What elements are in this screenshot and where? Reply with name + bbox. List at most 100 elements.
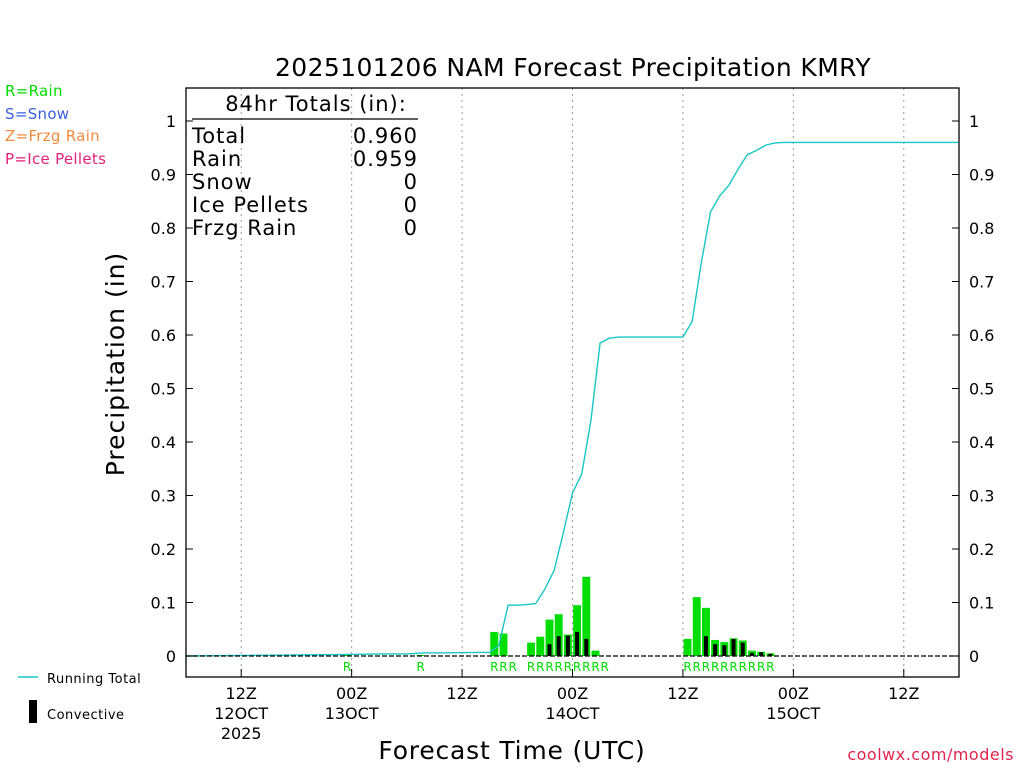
x-gridlines: [240, 88, 905, 677]
y-tick-label-left: 0.3: [151, 487, 176, 506]
precip-type-code: R: [693, 660, 701, 674]
convective-bar: [759, 652, 764, 656]
precip-type-legend-item: R=Rain: [5, 82, 63, 100]
precip-type-code: R: [739, 660, 747, 674]
precip-type-code: R: [720, 660, 728, 674]
y-tick-label-right: 0.6: [969, 326, 994, 345]
precip-type-code: R: [490, 660, 498, 674]
convective-label: Convective: [47, 708, 125, 723]
rain-bar: [545, 619, 554, 656]
rain-bar: [343, 654, 351, 656]
rain-bar: [683, 638, 692, 656]
x-tick-label: 12Z: [667, 684, 698, 703]
x-tick-label: 00Z: [778, 684, 809, 703]
y-tick-label-right: 0.3: [969, 487, 994, 506]
convective-bar: [768, 653, 773, 656]
credit-link[interactable]: coolwx.com/models: [847, 745, 1014, 764]
rain-bar: [692, 597, 701, 656]
totals-value: 0.960: [353, 124, 418, 148]
y-tick-label-left: 0.5: [151, 380, 176, 399]
precip-type-code: R: [683, 660, 691, 674]
rain-bar: [573, 605, 582, 656]
x-tick-date: 12OCT: [214, 704, 268, 723]
x-tick-year: 2025: [221, 724, 262, 743]
totals-label: Total: [191, 124, 246, 148]
legend: Running Total Convective: [18, 672, 141, 723]
precip-type-code: R: [601, 660, 609, 674]
rain-bar: [536, 636, 545, 656]
y-tick-label-right: 0.2: [969, 540, 994, 559]
y-tick-label-left: 0.2: [151, 540, 176, 559]
y-tick-label-right: 1: [969, 112, 979, 131]
precip-type-legend-item: Z=Frzg Rain: [5, 127, 100, 145]
convective-bar: [740, 642, 745, 656]
y-tick-label-right: 0.8: [969, 219, 994, 238]
rain-bar: [527, 642, 536, 656]
precip-type-code: R: [499, 660, 507, 674]
bar-series: [343, 576, 775, 656]
y-tick-label-left: 0.4: [151, 433, 176, 452]
axes: 0 00.1 0.10.2 0.20.3 0.30.4 0.40.5 0.50.6 0.60.…: [151, 87, 994, 743]
running-total-line: [185, 141, 959, 657]
totals-label: Snow: [192, 170, 253, 194]
precip-type-code: R: [536, 660, 544, 674]
convective-bar: [575, 631, 580, 656]
precip-type-code: R: [748, 660, 756, 674]
x-tick-date: 13OCT: [325, 704, 379, 723]
y-tick-label-right: 0.5: [969, 380, 994, 399]
precip-type-code: R: [343, 660, 351, 674]
convective-bar: [703, 636, 708, 656]
convective-bar: [713, 644, 718, 656]
totals-label: Rain: [192, 147, 242, 171]
convective-bar: [749, 652, 754, 656]
convective-bar: [584, 638, 589, 656]
x-tick-date: 14OCT: [546, 704, 600, 723]
y-tick-label-left: 0.8: [151, 219, 176, 238]
x-tick-label: 00Z: [557, 684, 588, 703]
precip-type-code: R: [509, 660, 517, 674]
totals-box: 84hr Totals (in): Total 0.960 Rain 0.959 Snow…: [191, 92, 418, 240]
precip-type-code: R: [711, 660, 719, 674]
totals-label: Frzg Rain: [192, 216, 297, 240]
y-tick-label-left: 0.7: [151, 273, 176, 292]
line-series: [185, 141, 959, 657]
totals-value: 0: [404, 170, 418, 194]
precip-type-code: R: [555, 660, 563, 674]
convective-bar: [565, 635, 570, 656]
rain-bar: [591, 650, 600, 656]
rain-bar: [582, 576, 591, 656]
x-tick-label: 12Z: [226, 684, 257, 703]
convective-bar: [731, 638, 736, 656]
precip-type-code: R: [564, 660, 572, 674]
convective-bar: [722, 645, 727, 656]
precip-type-code: R: [545, 660, 553, 674]
y-tick-label-left: 0.9: [151, 166, 176, 185]
x-tick-label: 12Z: [446, 684, 477, 703]
precip-type-code: R: [527, 660, 535, 674]
convective-bar: [556, 636, 561, 656]
y-axis-label: Precipitation (in): [101, 252, 130, 477]
running-total-label: Running Total: [47, 672, 141, 687]
rain-bar: [499, 633, 508, 656]
precip-type-code: R: [766, 660, 774, 674]
y-tick-label-left: 1: [166, 112, 176, 131]
totals-header: 84hr Totals (in):: [225, 92, 407, 116]
convective-bar: [547, 644, 552, 656]
y-tick-label-right: 0.4: [969, 433, 994, 452]
x-tick-label: 12Z: [888, 684, 919, 703]
y-tick-label-right: 0: [969, 647, 979, 666]
totals-value: 0.959: [353, 147, 418, 171]
precip-type-code: R: [757, 660, 765, 674]
rain-bar: [554, 614, 563, 656]
totals-label: Ice Pellets: [192, 193, 309, 217]
x-tick-label: 00Z: [336, 684, 367, 703]
precip-type-code: R: [591, 660, 599, 674]
y-tick-label-left: 0: [166, 647, 176, 666]
precip-type-code: R: [729, 660, 737, 674]
y-tick-label-left: 0.6: [151, 326, 176, 345]
totals-value: 0: [404, 193, 418, 217]
totals-value: 0: [404, 216, 418, 240]
precip-type-legend-item: P=Ice Pellets: [5, 149, 107, 168]
